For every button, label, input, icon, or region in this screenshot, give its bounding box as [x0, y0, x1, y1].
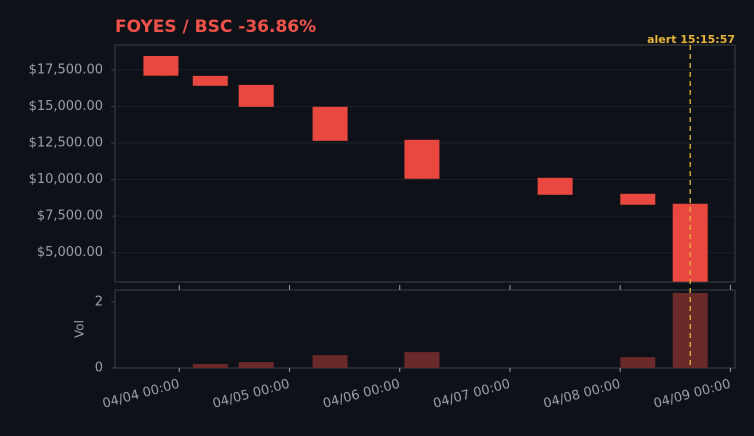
- volume-bar: [672, 292, 708, 368]
- volume-bar: [312, 355, 348, 368]
- volume-bar: [404, 352, 440, 368]
- candle-body: [192, 75, 228, 86]
- y2-tick-label: 0: [95, 361, 103, 376]
- y2-tick-label: 2: [95, 294, 103, 309]
- volume-bar: [238, 362, 274, 368]
- candle-body: [312, 106, 348, 141]
- candle-body: [620, 193, 656, 205]
- volume-bar: [192, 364, 228, 368]
- volume-axis-label: Vol: [73, 320, 87, 338]
- candle-body: [404, 139, 440, 179]
- y-tick-label: $7,500.00: [37, 209, 103, 224]
- y-tick-label: $10,000.00: [29, 172, 103, 187]
- chart-title: FOYES / BSC -36.86%: [115, 17, 316, 37]
- y-tick-label: $15,000.00: [29, 99, 103, 114]
- candle-body: [238, 84, 274, 107]
- y-tick-label: $12,500.00: [29, 136, 103, 151]
- alert-label: alert 15:15:57: [647, 33, 735, 46]
- candle-body: [143, 55, 179, 76]
- price-panel: [114, 44, 736, 283]
- y-tick-label: $17,500.00: [29, 62, 103, 77]
- candle-body: [537, 177, 573, 195]
- volume-bar: [620, 357, 656, 368]
- y-tick-label: $5,000.00: [37, 245, 103, 260]
